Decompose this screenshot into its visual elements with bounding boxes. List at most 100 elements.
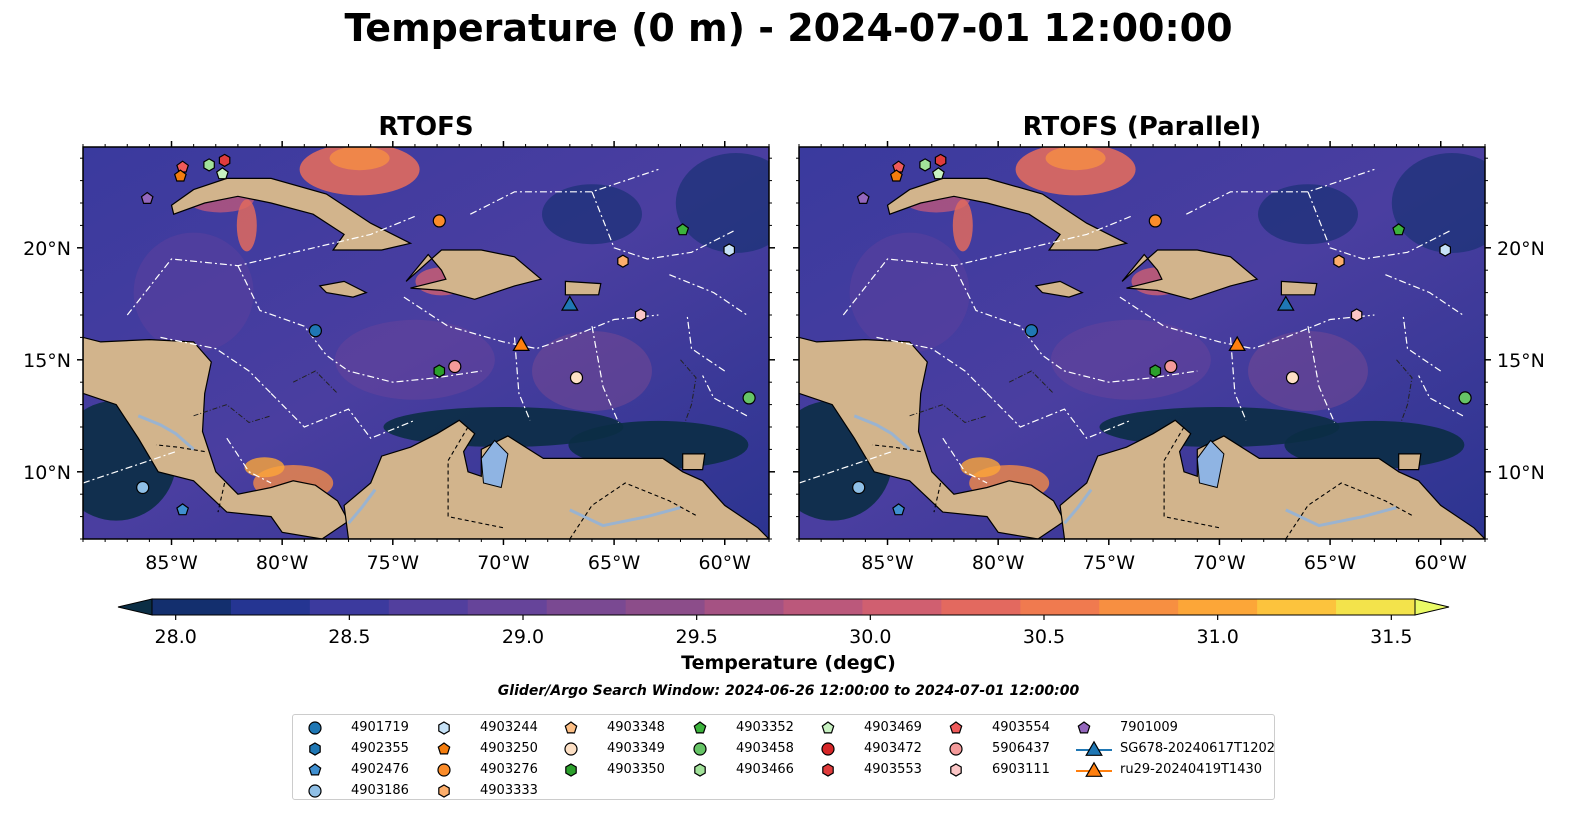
legend-marker-triangle-icon [1076, 761, 1112, 777]
temperature-patch-11 [542, 184, 642, 245]
marker-4903349 [569, 371, 584, 385]
marker-4903469 [215, 167, 229, 180]
legend-symbol [437, 763, 451, 777]
legend-symbol [694, 763, 706, 777]
bathymetry-contour-2 [680, 359, 697, 423]
colorbar-tick-label: 30.0 [849, 626, 891, 648]
eez-boundary-10 [1402, 314, 1442, 372]
marker-7901009 [140, 191, 154, 204]
colorbar-segment [862, 599, 942, 615]
map-panel-rtofs-parallel [799, 147, 1485, 539]
temperature-patch-12 [334, 319, 495, 400]
river-2 [347, 488, 377, 525]
colorbar-segment [783, 599, 864, 615]
colorbar-label: Temperature (degC) [681, 652, 896, 674]
legend-symbol [438, 721, 450, 735]
marker-4903458 [742, 391, 756, 405]
land-hispaniola [405, 249, 543, 300]
eez-boundary-5 [1385, 274, 1464, 316]
river-0 [137, 414, 195, 451]
x-tick-label: 85°W [861, 552, 914, 574]
legend-marker-circle-icon [308, 784, 322, 798]
colorbar-extend-low [117, 598, 153, 616]
eez-boundary-6 [986, 392, 1132, 439]
lake-maracaibo [480, 439, 509, 489]
temperature-patch-11 [1258, 184, 1358, 245]
marker-ru29-20240419T1430 [1228, 335, 1246, 351]
land-cuba [170, 177, 413, 251]
marker-4903333 [1333, 254, 1345, 268]
legend-marker-circle-icon [308, 721, 322, 735]
legend-label: 4903472 [864, 741, 922, 756]
river-2 [1063, 488, 1093, 525]
lake-maracaibo [1196, 439, 1225, 489]
bathymetry-contour-0 [909, 404, 988, 424]
legend-symbol [950, 763, 962, 777]
eez-boundary-5 [669, 274, 748, 316]
colorbar-tick-label: 28.5 [328, 626, 370, 648]
colorbar-tick-label: 29.0 [502, 626, 544, 648]
legend-label: 4903349 [607, 741, 665, 756]
legend-symbol [821, 721, 835, 734]
y-tick-label: 10°N [23, 462, 71, 484]
temperature-patch-0 [1015, 147, 1136, 196]
marker-6903111 [1350, 308, 1363, 322]
marker-4903276 [432, 214, 446, 228]
legend-label: 4903553 [864, 762, 922, 777]
legend-symbol [693, 721, 707, 734]
x-tick-label: 65°W [1304, 552, 1357, 574]
temperature-patch-14 [1248, 331, 1368, 411]
bathymetry-contour-0 [193, 404, 272, 424]
legend-symbol [564, 742, 578, 756]
temperature-patch-3 [952, 199, 973, 252]
x-tick-label: 85°W [145, 552, 198, 574]
colorbar-segment [941, 599, 1021, 615]
marker-4903458 [1458, 391, 1472, 405]
y-tick-label: 15°N [23, 350, 71, 372]
eez-boundary-4 [1307, 326, 1336, 423]
colorbar-segment [704, 599, 785, 615]
legend-marker-circle-icon [821, 742, 835, 756]
legend-symbol [949, 742, 963, 756]
legend-symbol [437, 742, 451, 755]
temperature-patch-6 [960, 457, 1001, 478]
colorbar: 28.0 28.5 29.0 29.5 30.0 30.5 31.0 31.5 [117, 598, 1450, 648]
country-border-3 [217, 482, 226, 513]
marker-4903250 [173, 169, 187, 182]
marker-4903350 [433, 364, 446, 378]
legend-label: 4903333 [480, 783, 538, 798]
legend-label: 4903276 [480, 762, 538, 777]
legend-label: 4903466 [736, 762, 794, 777]
marker-4903333 [617, 254, 629, 268]
land-cuba [886, 177, 1129, 251]
legend-label: 4903250 [480, 741, 538, 756]
country-border-1 [1285, 482, 1415, 539]
legend-symbol [438, 784, 450, 798]
legend-marker-pentagon-icon [564, 721, 578, 734]
temperature-patch-10 [675, 153, 769, 253]
panel-title-rtofs-parallel: RTOFS (Parallel) [1022, 112, 1262, 142]
colorbar-segment [1178, 599, 1258, 615]
marker-4903349 [1285, 371, 1300, 385]
land-hispaniola [1121, 249, 1259, 300]
legend-marker-hexagon-icon [309, 742, 321, 756]
legend-label: 4903186 [351, 783, 409, 798]
legend-marker-hexagon-icon [438, 721, 450, 735]
legend-label: 4903352 [736, 720, 794, 735]
bathymetry-contour-1 [1008, 370, 1054, 394]
panel-title-rtofs: RTOFS [378, 112, 474, 142]
colorbar-tick-label: 28.0 [155, 626, 197, 648]
colorbar-segment [546, 599, 627, 615]
colorbar-tick-label: 30.5 [1023, 626, 1065, 648]
legend-marker-triangle-icon [1076, 740, 1112, 756]
temperature-patch-10 [1391, 153, 1485, 253]
legend-symbol [308, 784, 322, 798]
marker-4903250 [889, 169, 903, 182]
marker-4901719 [308, 324, 322, 338]
marker-4903244 [1439, 243, 1452, 257]
axes-rtofs-parallel: 85°W 80°W 75°W 70°W 65°W 60°W 10°N 15°N 20°N [793, 141, 1545, 574]
legend-label: 4903244 [480, 720, 538, 735]
legend-symbol [308, 721, 322, 735]
legend-label: SG678-20240617T1202 [1120, 741, 1276, 756]
